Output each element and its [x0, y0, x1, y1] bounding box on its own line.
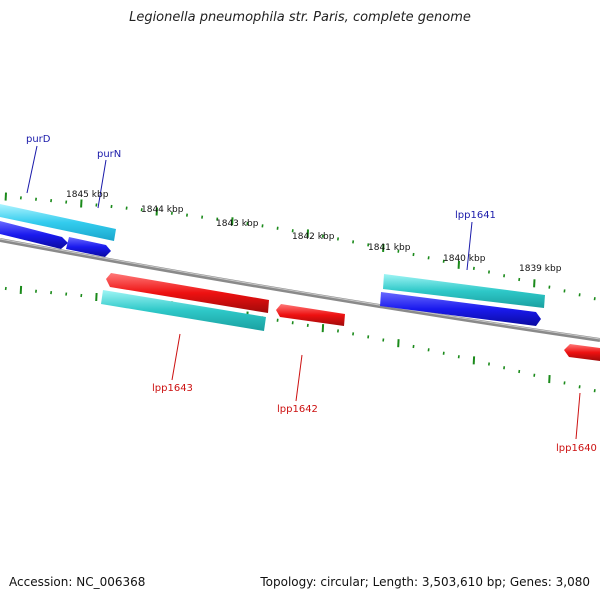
gene-labels: purD purN lpp1641 lpp1643 lpp1642 lpp164…	[26, 134, 597, 454]
genome-summary-text: Topology: circular; Length: 3,503,610 bp…	[260, 575, 590, 589]
gene-label-purD: purD	[26, 134, 51, 145]
connector-purD	[26, 145, 38, 194]
gene-label-lpp1643: lpp1643	[152, 383, 193, 394]
forward-features	[0, 204, 545, 326]
cds-lpp1641-arrow	[380, 292, 541, 326]
scale-label-1843: 1843 kbp	[216, 219, 259, 229]
scale-label-1844: 1844 kbp	[141, 205, 184, 215]
scale-labels: 1845 kbp 1844 kbp 1843 kbp 1842 kbp 1841…	[66, 190, 562, 274]
gene-purD-bar	[0, 204, 116, 241]
gene-label-lpp1642: lpp1642	[277, 404, 318, 415]
label-connectors	[26, 145, 581, 440]
cds-purN-arrow	[66, 237, 111, 257]
cds-lpp1643-arrow	[106, 273, 269, 313]
gene-lpp1641-bar	[383, 274, 545, 308]
genome-backbone-highlight	[0, 238, 600, 340]
scale-label-1845: 1845 kbp	[66, 190, 109, 200]
connector-lpp1643	[171, 333, 181, 381]
scale-label-1842: 1842 kbp	[292, 232, 335, 242]
gene-label-lpp1640: lpp1640	[556, 443, 597, 454]
cds-lpp1640-arrow	[564, 344, 600, 361]
connector-lpp1640	[575, 392, 581, 440]
scale-ticks-outer	[4, 192, 596, 301]
scale-label-1839: 1839 kbp	[519, 264, 562, 274]
cds-lpp1642-arrow	[276, 304, 345, 326]
connector-purN	[97, 159, 107, 209]
gene-lpp1643-bar	[101, 290, 266, 331]
scale-label-1840: 1840 kbp	[443, 254, 486, 264]
connector-lpp1641	[466, 221, 473, 271]
connector-lpp1642	[295, 354, 303, 402]
accession-text: Accession: NC_006368	[9, 575, 146, 589]
cds-purD-arrow	[0, 221, 68, 249]
scale-label-1841: 1841 kbp	[368, 243, 411, 253]
reverse-features	[101, 273, 600, 361]
map-title: Legionella pneumophila str. Paris, compl…	[129, 10, 471, 25]
gene-label-purN: purN	[97, 149, 121, 160]
gene-label-lpp1641: lpp1641	[455, 210, 496, 221]
genome-backbone	[0, 238, 600, 342]
